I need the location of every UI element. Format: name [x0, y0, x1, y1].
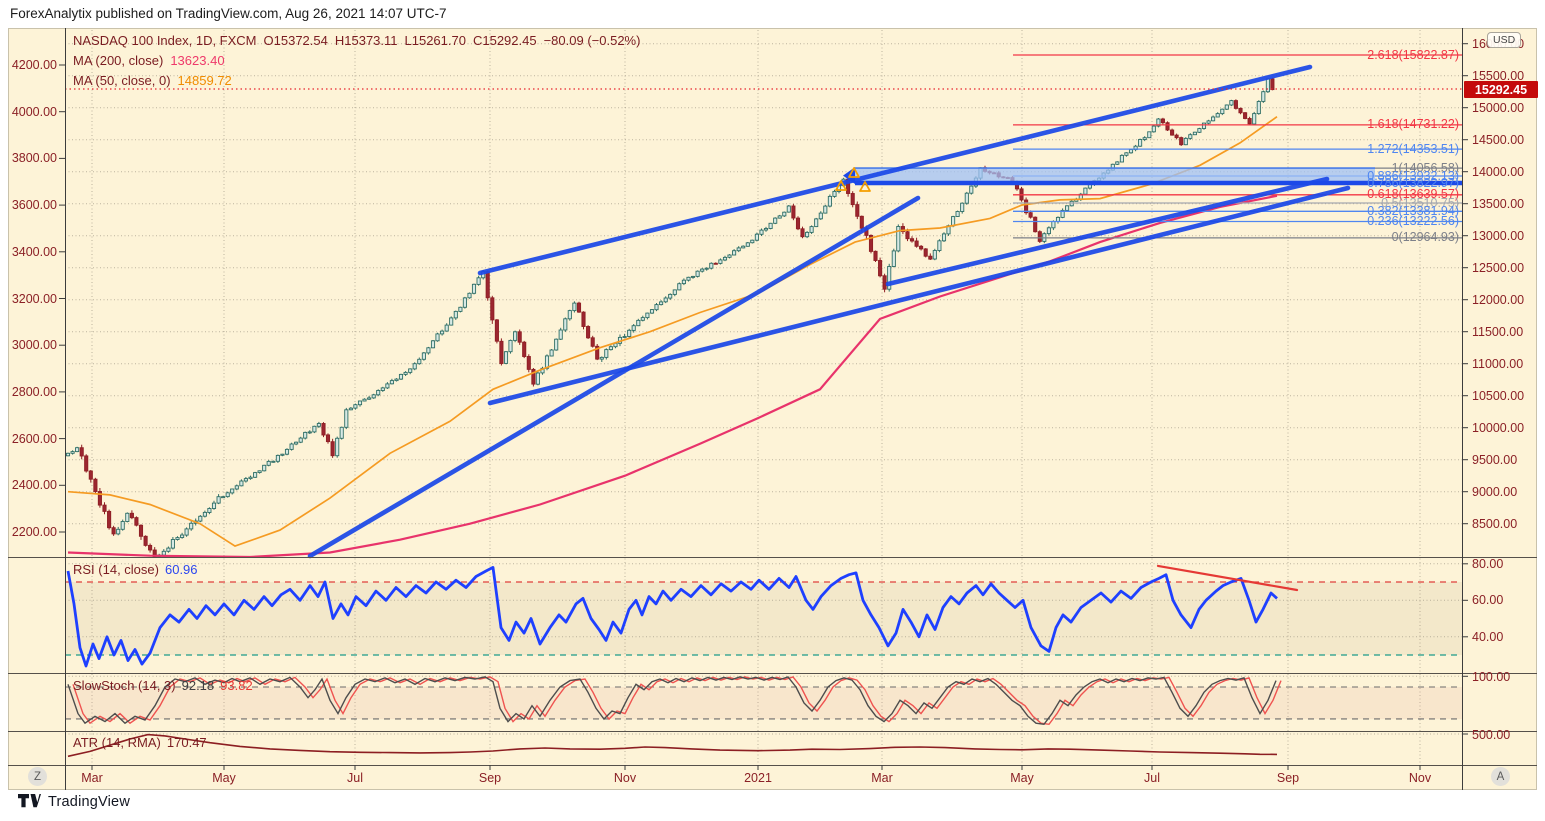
ma50-value: 14859.72: [177, 73, 232, 88]
instrument-title: NASDAQ 100 Index, 1D, FXCM: [73, 33, 257, 48]
fib-level-label: 0(12964.93): [1391, 230, 1459, 244]
right-axis-label: 15000.00: [1472, 101, 1525, 115]
instrument-legend-row: NASDAQ 100 Index, 1D, FXCM O15372.54 H1537…: [73, 33, 654, 48]
timescale-z-button[interactable]: Z: [28, 767, 47, 786]
time-axis-label: Mar: [81, 771, 103, 785]
left-axis-label: 4200.00: [11, 58, 57, 72]
ma200-value: 13623.40: [170, 53, 225, 68]
right-axis-label: 12500.00: [1472, 261, 1525, 275]
tradingview-logo-icon: [18, 794, 41, 808]
fib-level-label: 0.786(13822.97): [1367, 176, 1459, 190]
time-axis-label: May: [212, 771, 236, 785]
stoch-legend[interactable]: SlowStoch (14, 3) 92.18 93.82: [73, 678, 259, 693]
chart-background: [8, 28, 1537, 790]
right-axis-label: 9000.00: [1472, 485, 1518, 499]
left-axis-label: 3800.00: [11, 151, 57, 165]
currency-button[interactable]: USD: [1487, 32, 1522, 48]
tradingview-logo-text: TradingView: [48, 794, 130, 810]
right-axis-label: 10500.00: [1472, 389, 1525, 403]
ohlc-value: C15292.45: [472, 33, 537, 48]
right-axis-label: 14500.00: [1472, 133, 1525, 147]
left-axis-label: 3600.00: [11, 198, 57, 212]
time-axis-label: May: [1010, 771, 1034, 785]
fib-level-label: 0.236(13222.56): [1367, 214, 1459, 228]
fib-level-label: 1.618(14731.22): [1367, 117, 1459, 131]
rsi-legend[interactable]: RSI (14, close) 60.96: [73, 562, 204, 577]
atr-value: 170.47: [166, 735, 207, 750]
time-axis-label: Sep: [1276, 771, 1300, 785]
left-axis-label: 3000.00: [11, 338, 57, 352]
left-axis-label: 2600.00: [11, 432, 57, 446]
left-axis-label: 4000.00: [11, 105, 57, 119]
rsi-axis-label: 80.00: [1472, 557, 1504, 571]
rsi-value: 60.96: [164, 562, 198, 577]
fib-level-label: 2.618(15822.87): [1367, 48, 1459, 62]
right-axis-label: 13000.00: [1472, 229, 1525, 243]
time-axis-label: Jul: [347, 771, 363, 785]
ohlc-value: O15372.54: [263, 33, 328, 48]
left-axis-label: 3200.00: [11, 292, 57, 306]
time-axis-label: Sep: [478, 771, 502, 785]
ma200-legend-row: MA (200, close) 13623.40: [73, 53, 654, 68]
fib-level-label: 0.382(13381.94): [1367, 204, 1459, 218]
right-axis-label: 10000.00: [1472, 421, 1525, 435]
atr-label: ATR (14, RMA): [73, 735, 161, 750]
right-axis-label: 15500.00: [1472, 69, 1525, 83]
timescale-a-button[interactable]: A: [1491, 767, 1510, 786]
fib-level-label: 0.618(13639.57): [1367, 187, 1459, 201]
time-axis-label: Nov: [613, 771, 637, 785]
right-axis-label: 12000.00: [1472, 293, 1525, 307]
stoch-label: SlowStoch (14, 3): [73, 678, 176, 693]
right-axis-label: 14000.00: [1472, 165, 1525, 179]
right-axis-label: 8500.00: [1472, 517, 1518, 531]
ohlc-value: −80.09 (−0.52%): [543, 33, 641, 48]
rsi-axis-label: 40.00: [1472, 630, 1504, 644]
atr-axis-label: 500.00: [1472, 728, 1511, 742]
fib-level-label: 0.5(13510.75): [1381, 196, 1459, 210]
ohlc-value: L15261.70: [404, 33, 466, 48]
time-axis-label: 2021: [744, 771, 772, 785]
time-axis-label: Nov: [1408, 771, 1432, 785]
left-axis-label: 2800.00: [11, 385, 57, 399]
ma50-label: MA (50, close, 0): [73, 73, 171, 88]
rsi-axis-label: 60.00: [1472, 593, 1504, 607]
time-axis-label: Mar: [871, 771, 893, 785]
time-axis-label: Jul: [1144, 771, 1160, 785]
ohlc-value: H15373.11: [334, 33, 398, 48]
stoch-d-value: 93.82: [220, 678, 253, 693]
fib-level-label: 0.886(13932.13): [1367, 169, 1459, 183]
tradingview-logo[interactable]: TradingView: [18, 794, 130, 810]
last-price-badge: 15292.45: [1464, 81, 1538, 98]
left-axis-label: 2200.00: [11, 525, 57, 539]
main-legend[interactable]: NASDAQ 100 Index, 1D, FXCM O15372.54 H1537…: [73, 33, 654, 93]
right-axis-label: 11000.00: [1472, 357, 1524, 371]
right-axis-label: 13500.00: [1472, 197, 1525, 211]
fib-level-label: 1(14056.58): [1391, 161, 1459, 175]
ohlc-values: O15372.54 H15373.11 L15261.70 C15292.45 −80.…: [264, 33, 648, 48]
right-axis-label: 9500.00: [1472, 453, 1518, 467]
fib-level-label: 1.272(14353.51): [1367, 142, 1459, 156]
atr-legend[interactable]: ATR (14, RMA) 170.47: [73, 735, 213, 750]
stoch-k-value: 92.18: [181, 678, 215, 693]
left-axis-label: 3400.00: [11, 245, 57, 259]
ma50-legend-row: MA (50, close, 0) 14859.72: [73, 73, 654, 88]
ma200-label: MA (200, close): [73, 53, 164, 68]
stoch-axis-label: 100.00: [1472, 670, 1511, 684]
right-axis-label: 11500.00: [1472, 325, 1524, 339]
published-header: ForexAnalytix published on TradingView.c…: [10, 6, 447, 21]
left-axis-label: 2400.00: [11, 478, 57, 492]
rsi-label: RSI (14, close): [73, 562, 159, 577]
